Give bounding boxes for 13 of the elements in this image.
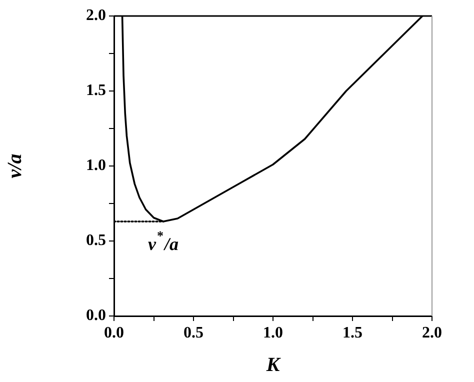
x-tick-label: 0.5 xyxy=(184,324,204,342)
x-tick-label: 2.0 xyxy=(422,324,442,342)
y-axis-title: v/a xyxy=(4,154,26,178)
y-tick-label: 1.5 xyxy=(86,82,106,100)
y-tick-label: 0.5 xyxy=(86,232,106,250)
y-tick-label: 0.0 xyxy=(86,307,106,324)
y-tick-label: 1.0 xyxy=(86,157,106,174)
x-tick-label: 1.5 xyxy=(342,324,362,342)
x-axis-title: K xyxy=(265,354,282,376)
x-tick-label: 0.0 xyxy=(104,324,124,342)
x-tick-label: 1.0 xyxy=(263,324,283,342)
y-tick-label: 2.0 xyxy=(86,7,106,24)
annotation: v*/a xyxy=(148,228,179,254)
